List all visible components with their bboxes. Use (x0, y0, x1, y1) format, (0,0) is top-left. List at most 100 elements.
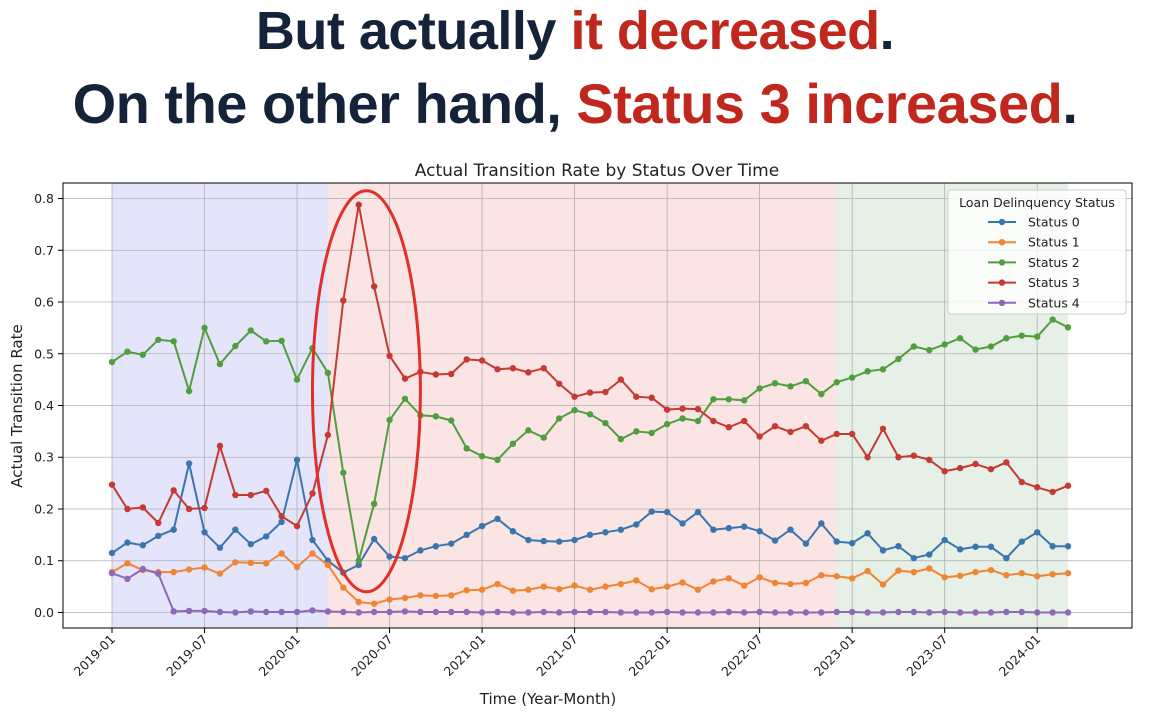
data-point (555, 538, 563, 545)
data-point (879, 425, 887, 432)
legend-item: Status 0 (988, 215, 1080, 230)
data-point (1003, 459, 1010, 466)
data-point (494, 608, 501, 616)
data-point (725, 396, 732, 403)
data-point (509, 440, 517, 447)
data-point (201, 504, 208, 512)
data-point (895, 543, 902, 550)
data-point (1049, 543, 1056, 550)
data-point (124, 348, 131, 355)
y-tick-label: 0.7 (34, 243, 54, 258)
data-point (633, 609, 640, 616)
data-point (155, 570, 162, 577)
data-point (170, 608, 177, 615)
data-point (417, 608, 424, 616)
data-point (108, 549, 116, 557)
data-point (448, 417, 455, 424)
data-point (232, 491, 239, 499)
data-point (987, 609, 995, 616)
data-point (555, 380, 563, 387)
data-point (370, 608, 378, 616)
data-point (293, 376, 301, 383)
data-point (679, 415, 686, 422)
data-point (324, 608, 332, 615)
series-2 (108, 316, 1072, 564)
data-point (663, 420, 671, 428)
data-point (278, 518, 285, 526)
data-point (648, 394, 655, 401)
y-axis-label: Actual Transition Rate (8, 324, 26, 487)
data-point (833, 538, 840, 545)
data-point (741, 417, 748, 425)
data-point (478, 586, 486, 593)
data-point (509, 528, 517, 535)
data-point (586, 608, 594, 616)
data-point (478, 357, 486, 364)
data-point (1064, 609, 1072, 616)
data-point (185, 460, 193, 467)
data-point (617, 580, 625, 588)
data-point (293, 563, 301, 571)
headline-1-highlight: it decreased (570, 1, 880, 61)
data-point (787, 383, 794, 390)
y-tick-label: 0.3 (34, 450, 54, 465)
data-point (139, 542, 147, 549)
data-point (741, 397, 748, 404)
data-point (756, 608, 763, 616)
data-point (201, 564, 208, 571)
data-point (555, 415, 563, 422)
data-point (694, 405, 702, 413)
x-tick-label: 2021-07 (533, 632, 581, 680)
data-point (247, 491, 254, 499)
chart-title: Actual Transition Rate by Status Over Ti… (415, 161, 779, 181)
data-point (293, 608, 301, 616)
legend-item: Status 3 (988, 275, 1080, 290)
data-point (432, 543, 440, 550)
data-point (278, 550, 285, 557)
data-point (741, 582, 748, 589)
data-point (710, 526, 717, 533)
data-point (201, 607, 208, 615)
data-point (494, 580, 501, 588)
data-point (432, 608, 440, 616)
data-point (895, 608, 902, 616)
data-point (386, 608, 393, 616)
data-point (386, 596, 393, 603)
data-point (155, 519, 162, 527)
data-point (432, 371, 440, 378)
data-point (509, 365, 517, 372)
data-point (771, 380, 779, 387)
data-point (879, 366, 887, 373)
grid-lines (63, 183, 1132, 628)
data-point (694, 508, 702, 516)
data-point (525, 536, 532, 544)
data-point (324, 369, 332, 377)
data-point (833, 573, 840, 580)
data-point (401, 594, 409, 602)
data-point (987, 566, 995, 574)
legend-title: Loan Delinquency Status (959, 195, 1115, 210)
data-point (756, 385, 763, 392)
data-point (663, 608, 671, 616)
data-point (941, 468, 948, 475)
data-point (941, 536, 948, 544)
y-tick-label: 0.2 (34, 501, 54, 516)
data-point (386, 352, 393, 360)
data-point (1003, 608, 1010, 616)
data-point (1003, 335, 1010, 342)
legend-item: Status 4 (988, 295, 1080, 310)
data-point (571, 406, 578, 414)
legend-item: Status 1 (988, 235, 1080, 250)
data-point (463, 531, 470, 539)
data-point (448, 370, 455, 378)
data-point (525, 427, 532, 434)
data-point (617, 435, 625, 443)
data-point (478, 453, 486, 460)
data-point (1064, 482, 1072, 489)
x-tick-label: 2023-07 (903, 632, 951, 680)
data-point (540, 583, 547, 590)
data-point (124, 539, 131, 546)
headline-line-2: On the other hand, Status 3 increased. (0, 72, 1150, 136)
data-point (848, 575, 856, 582)
data-point (756, 528, 763, 535)
